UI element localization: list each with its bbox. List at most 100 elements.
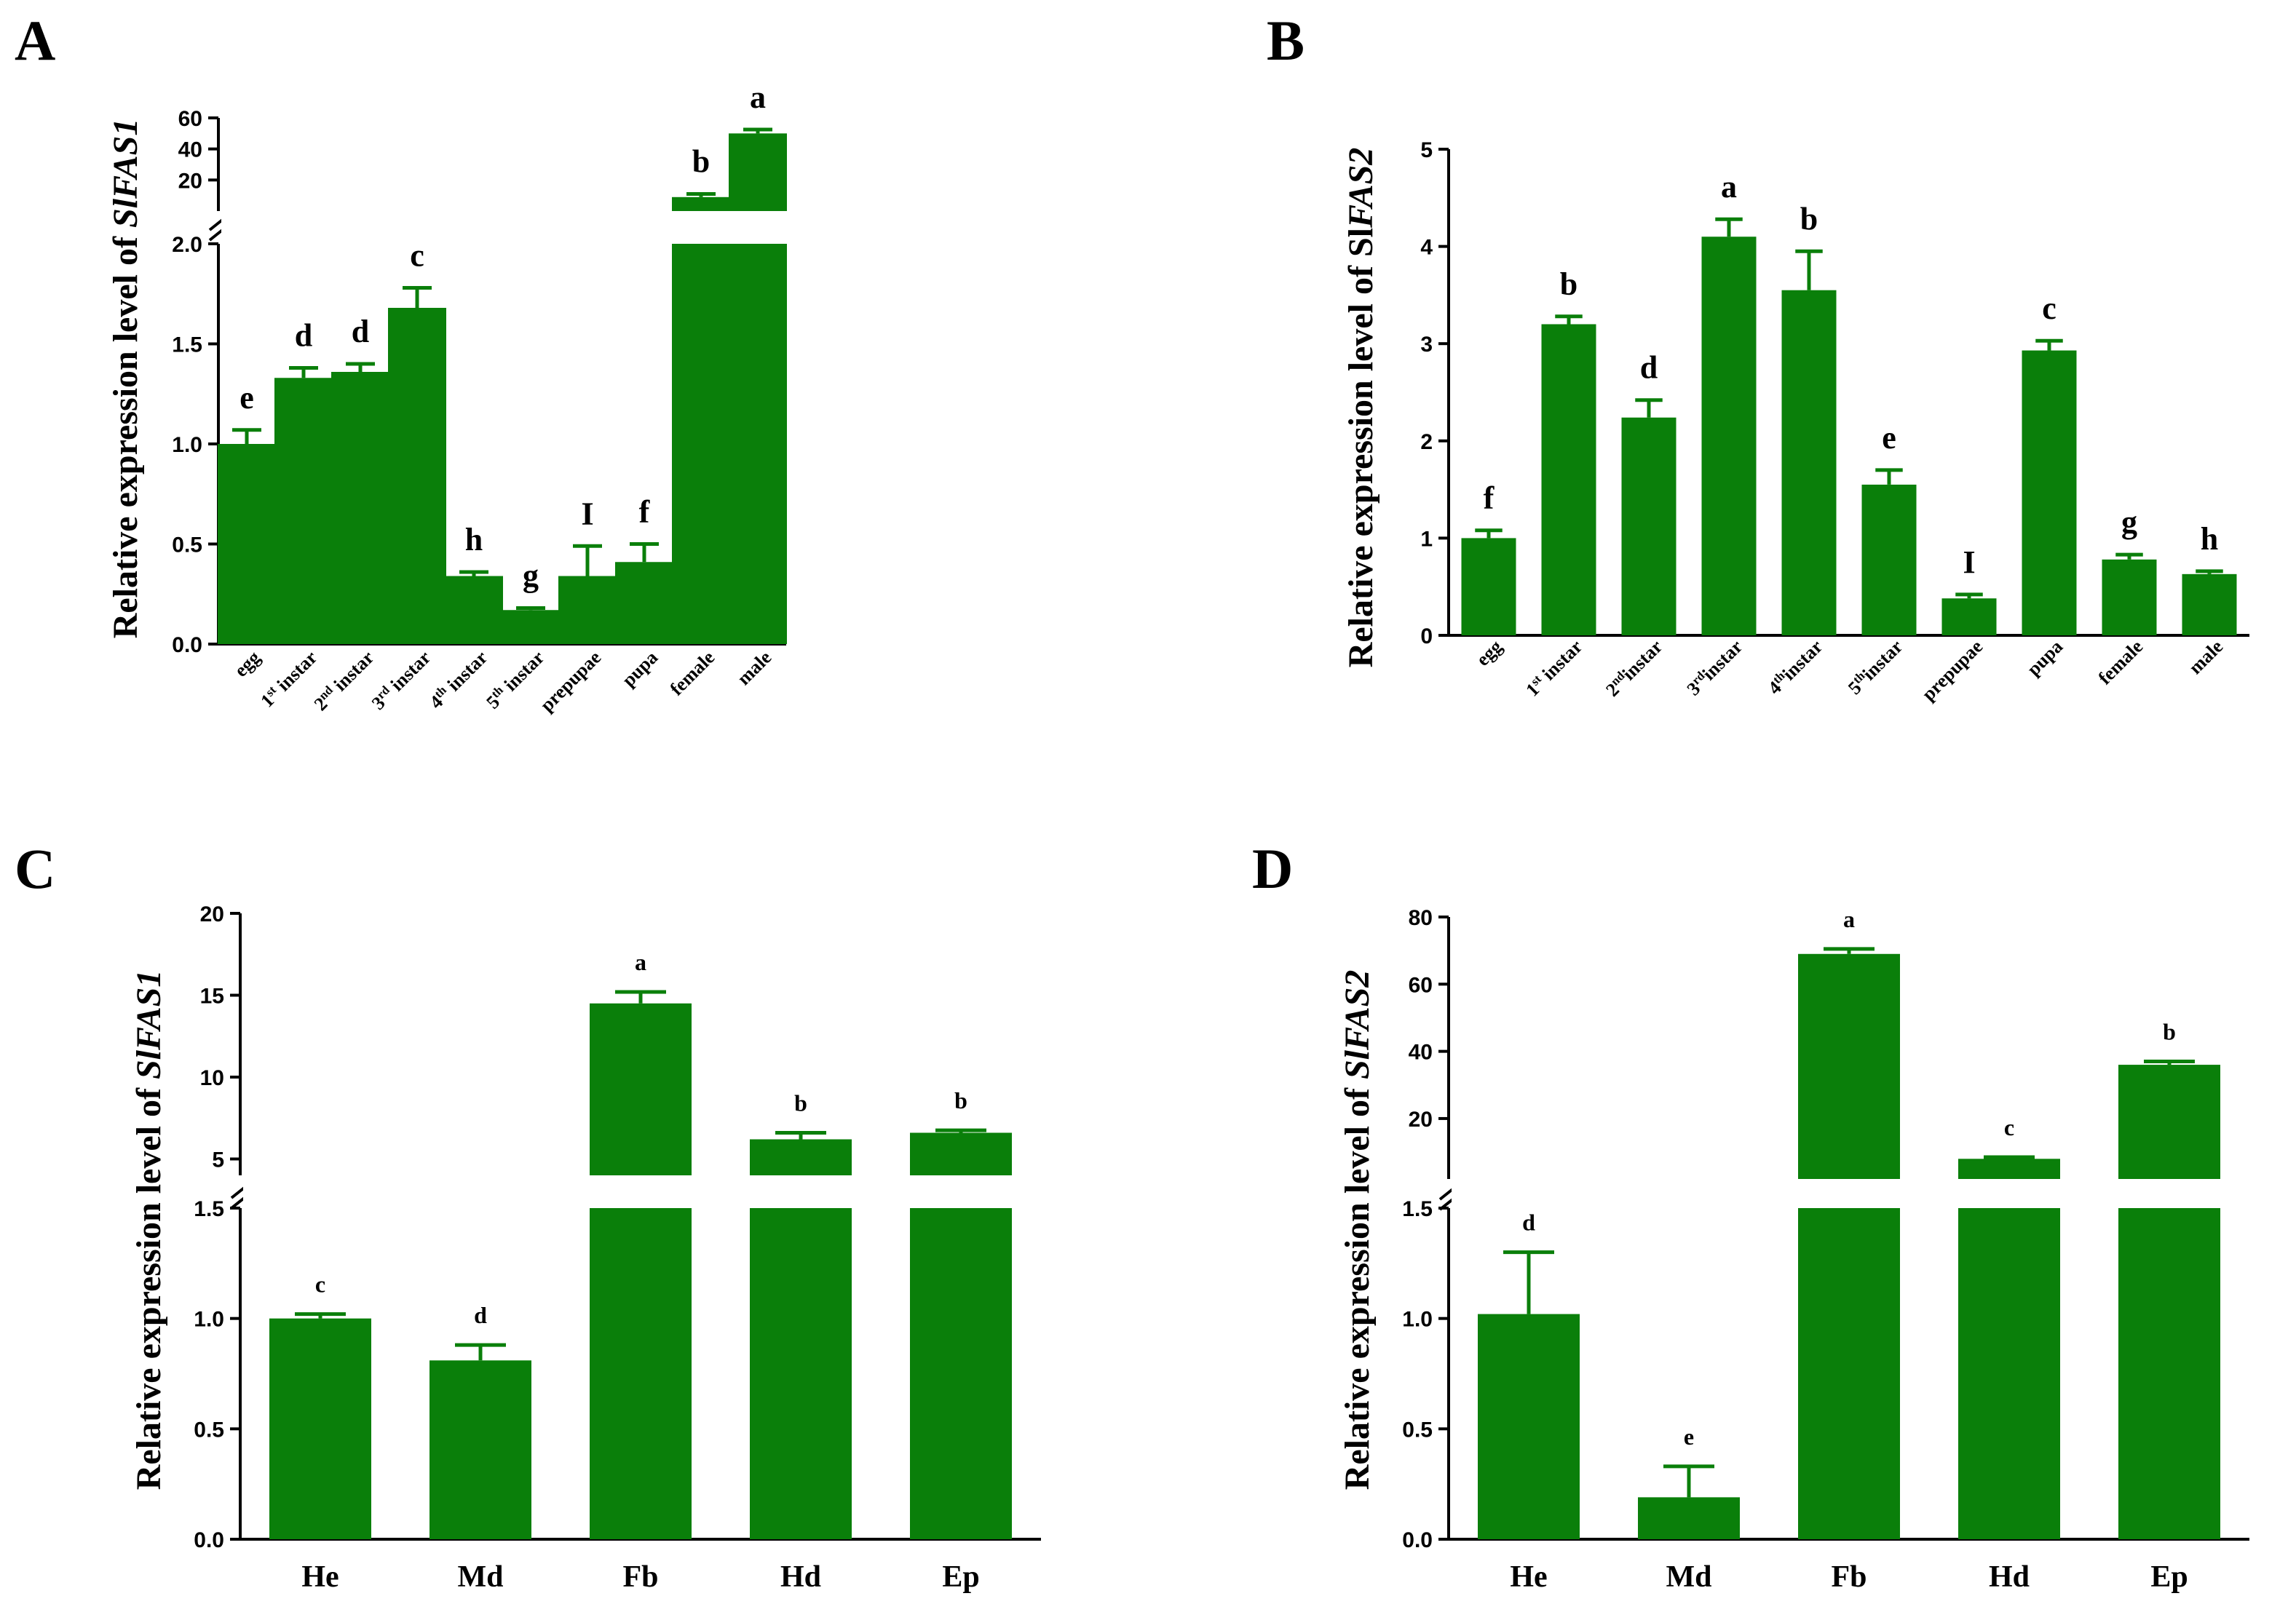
panel-d-chart: 0.0 0.5 1.0 1.5 20 40 60 80 d He e Md a Fb c Hd b Ep Relat… [1338,906,2252,1594]
y-tick-label: 1.5 [194,1197,224,1221]
error-bar [630,542,659,563]
axis-break-gap [221,213,789,242]
bar [1781,290,1837,635]
bar [1798,1208,1900,1539]
y-tick-label: 10 [200,1066,224,1090]
category-label: female [2094,636,2147,689]
category-label: Ep [2150,1560,2188,1594]
significance-letter: b [2163,1018,2176,1044]
bar-upper [2118,1065,2220,1179]
error-bar [615,990,666,1004]
error-bar [1635,398,1663,418]
y-tick-label: 15 [200,985,224,1009]
y-tick-label: 60 [178,107,202,131]
significance-letter: d [295,318,312,354]
y-tick-label: 1.5 [1402,1197,1433,1221]
y-tick-label: 0.5 [172,533,202,557]
significance-letter: I [581,496,593,531]
bar-upper [590,1003,692,1175]
significance-letter: a [750,79,766,115]
error-bar [1555,314,1583,325]
y-tick-label: 0.0 [1402,1528,1433,1552]
y-tick-label: 2 [1420,430,1433,454]
category-label: 1st instar [1521,635,1586,701]
y-tick-label: 60 [1409,973,1433,997]
error-bar [2196,569,2223,574]
error-bar [573,544,602,576]
axis-break-gap [1452,1181,2252,1206]
bar [1941,598,1997,635]
y-tick-label: 1 [1420,527,1433,551]
category-label: 3rdinstar [1682,635,1747,700]
bar [672,244,730,644]
error-bar [295,1312,346,1319]
category-label: prepupae [1917,636,1987,705]
significance-letter: h [465,522,483,557]
significance-letter: a [635,949,646,975]
category-label: Md [1666,1560,1712,1594]
significance-letter: h [2201,521,2218,557]
significance-letter: b [794,1090,807,1116]
panel-b-chart: 0 1 2 3 4 5 f egg b 1st instar d 2ndinstar a 3rdinsta… [1342,138,2249,704]
bar [331,372,389,644]
error-bar [775,1131,826,1140]
significance-letter: d [352,314,369,349]
y-tick-label: 4 [1420,236,1433,260]
error-bar [455,1343,506,1361]
error-bar [1984,1155,2035,1159]
error-bar [459,570,488,576]
panel-letter-a: A [15,9,55,72]
panel-letter-c: C [15,837,55,900]
bar [269,1318,371,1539]
bar [1861,484,1917,635]
significance-letter: d [1522,1210,1535,1236]
error-bar [2035,338,2063,351]
category-label: egg [230,647,264,681]
significance-letter: g [523,558,539,594]
bar [1621,417,1677,635]
significance-letter: e [1684,1424,1694,1450]
y-tick-label: 80 [1409,906,1433,930]
significance-letter: b [1560,266,1577,302]
bar [1701,237,1757,635]
bar [1958,1208,2060,1539]
bar [590,1208,692,1539]
category-label: female [666,647,719,700]
y-tick-label: 1.5 [172,333,202,357]
y-tick-label: 1.0 [194,1308,224,1332]
significance-letter: I [1963,544,1975,580]
y-tick-label: 1.0 [1402,1308,1433,1332]
error-bar [1475,528,1503,539]
bar [1461,538,1516,635]
category-label: 4thinstar [1763,635,1826,699]
significance-letter: c [2042,290,2056,326]
bar-upper [729,133,787,211]
bar [2022,350,2077,635]
category-label: 3rd instar [367,646,435,714]
category-label: pupa [618,647,662,691]
significance-letter: b [692,144,710,180]
y-tick-label: 5 [1420,138,1433,162]
category-label: egg [1472,636,1506,670]
y-tick-label: 40 [178,138,202,162]
significance-letter: e [240,380,254,416]
error-bar [1795,249,1823,290]
category-label: pupa [2023,636,2067,680]
panel-c-chart: 0.0 0.5 1.0 1.5 5 10 15 20 c He d Md a Fb b Hd b Ep Relati… [130,902,1044,1594]
category-label: Hd [780,1560,821,1594]
significance-letter: b [1800,201,1818,237]
panel-letter-b: B [1267,9,1305,72]
bar [729,244,787,644]
bar [274,378,333,644]
y-tick-label: 0 [1420,624,1433,648]
category-label: Md [458,1560,504,1594]
significance-letter: a [1721,169,1737,205]
bar [429,1360,531,1539]
error-bar [935,1128,986,1133]
axis-break-gap [243,1178,1044,1206]
bar [218,444,276,644]
bar-upper [672,196,730,211]
category-label: Fb [622,1560,658,1594]
